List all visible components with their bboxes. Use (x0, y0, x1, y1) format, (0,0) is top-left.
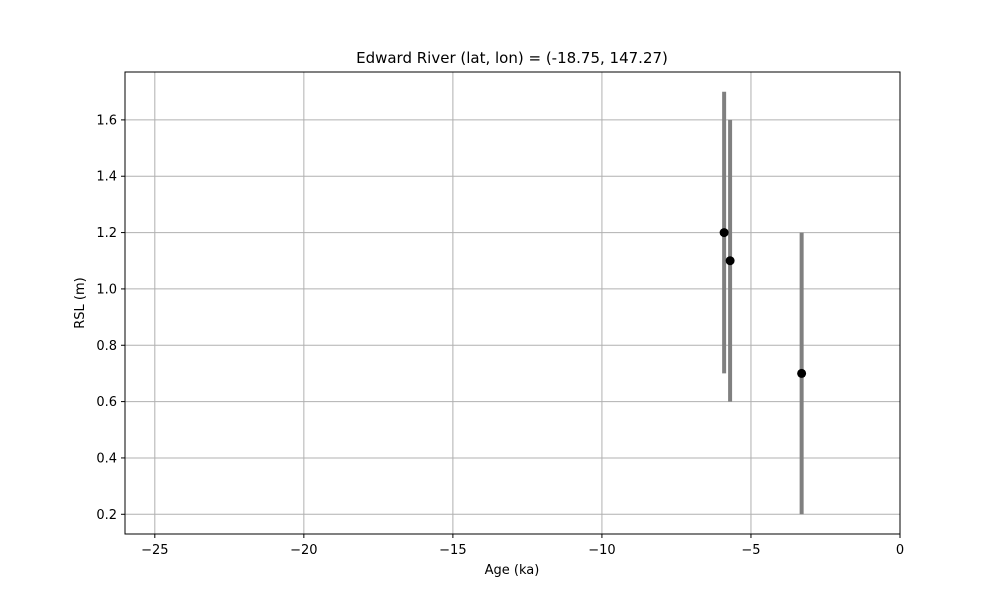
y-tick-label: 1.6 (96, 113, 117, 128)
data-point (797, 368, 807, 378)
data-layer (719, 91, 807, 515)
x-axis-label: Age (ka) (485, 563, 540, 578)
y-axis-label: RSL (m) (73, 277, 88, 328)
grid (125, 72, 901, 534)
x-tick-label: −25 (141, 543, 168, 558)
data-point (725, 256, 735, 266)
y-tick-label: 0.8 (96, 339, 117, 354)
ticks: −25 −20 −15 −10 −5 0 0.2 0.4 0.6 0.8 1.0 1.2 1.4 1.6 (96, 113, 904, 558)
x-tick-label: −20 (290, 543, 317, 558)
x-tick-label: −10 (588, 543, 615, 558)
y-tick-label: 0.6 (96, 395, 117, 410)
x-tick-label: −5 (741, 543, 760, 558)
x-tick-label: −15 (439, 543, 466, 558)
x-tick-label: 0 (896, 543, 904, 558)
y-tick-label: 0.2 (96, 508, 117, 523)
y-tick-label: 1.0 (96, 282, 117, 297)
y-tick-label: 1.4 (96, 170, 117, 185)
y-tick-label: 0.4 (96, 451, 117, 466)
chart-title: Edward River (lat, lon) = (-18.75, 147.2… (356, 49, 668, 67)
plot-frame (124, 71, 901, 535)
data-point (719, 228, 729, 238)
y-tick-label: 1.2 (96, 226, 117, 241)
